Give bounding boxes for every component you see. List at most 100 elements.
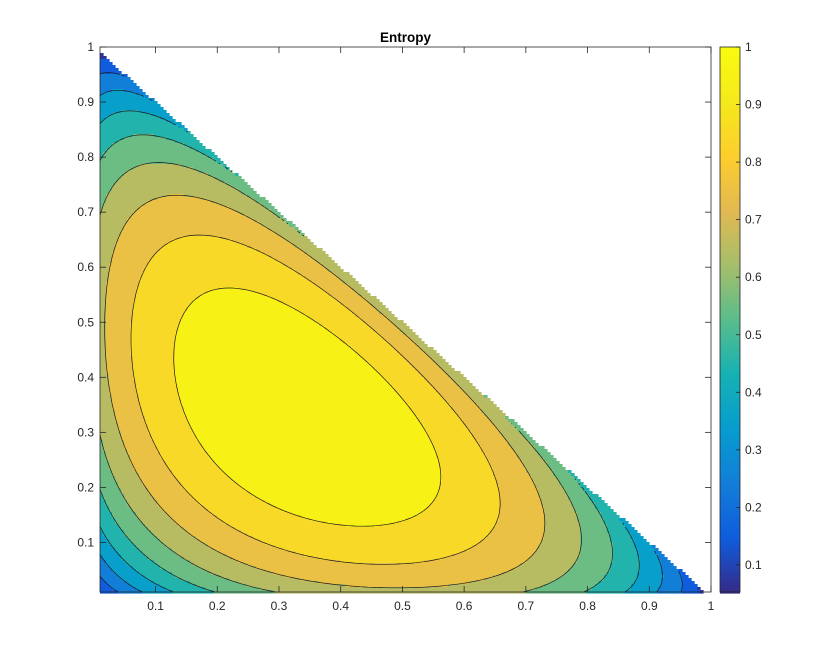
contour-cell xyxy=(124,197,128,201)
contour-cell xyxy=(112,419,116,423)
contour-cell xyxy=(124,578,128,582)
contour-cell xyxy=(106,575,110,579)
contour-cell xyxy=(127,329,131,333)
contour-cell xyxy=(103,380,107,384)
contour-cell xyxy=(121,437,125,441)
contour-cell xyxy=(121,368,125,372)
contour-cell xyxy=(100,149,104,153)
contour-cell xyxy=(100,131,104,135)
contour-cell xyxy=(115,98,119,102)
contour-cell xyxy=(115,464,119,468)
contour-cell xyxy=(118,302,122,306)
contour-cell xyxy=(118,197,122,201)
contour-cell xyxy=(115,284,119,288)
contour-cell xyxy=(103,389,107,393)
contour-cell xyxy=(130,83,134,87)
contour-cell xyxy=(106,155,110,159)
contour-cell xyxy=(103,554,107,558)
contour-cell xyxy=(106,296,110,300)
contour-cell xyxy=(109,302,113,306)
contour-cell xyxy=(124,176,128,180)
contour-cell xyxy=(100,494,104,498)
contour-cell xyxy=(100,584,104,588)
contour-cell xyxy=(124,380,128,384)
contour-cell xyxy=(112,482,116,486)
contour-cell xyxy=(121,527,125,531)
contour-cell xyxy=(106,338,110,342)
contour-cell xyxy=(124,131,128,135)
contour-cell xyxy=(115,290,119,294)
contour-cell xyxy=(112,275,116,279)
contour-cell xyxy=(103,563,107,567)
contour-cell xyxy=(130,131,134,135)
contour-cell xyxy=(121,185,125,189)
contour-cell xyxy=(103,278,107,282)
contour-cell xyxy=(106,320,110,324)
contour-cell xyxy=(106,509,110,513)
contour-cell xyxy=(112,173,116,177)
contour-cell xyxy=(112,155,116,159)
contour-cell xyxy=(103,125,107,129)
contour-cell xyxy=(127,86,131,90)
contour-cell xyxy=(100,293,104,297)
contour-cell xyxy=(124,257,128,261)
contour-cell xyxy=(124,77,128,81)
contour-cell xyxy=(121,83,125,87)
contour-cell xyxy=(103,437,107,441)
contour-cell xyxy=(118,467,122,471)
contour-cell xyxy=(121,110,125,114)
contour-cell xyxy=(106,305,110,309)
contour-cell xyxy=(121,140,125,144)
contour-cell xyxy=(115,413,119,417)
contour-cell xyxy=(106,422,110,426)
contour-cell xyxy=(127,485,131,489)
contour-cell xyxy=(115,212,119,216)
contour-cell xyxy=(115,113,119,117)
contour-cell xyxy=(109,377,113,381)
contour-cell xyxy=(115,548,119,552)
contour-cell xyxy=(106,386,110,390)
contour-cell xyxy=(106,215,110,219)
contour-cell xyxy=(100,146,104,150)
contour-cell xyxy=(121,191,125,195)
contour-cell xyxy=(100,536,104,540)
contour-cell xyxy=(100,137,104,141)
contour-cell xyxy=(112,230,116,234)
contour-cell xyxy=(106,77,110,81)
contour-cell xyxy=(118,86,122,90)
contour-cell xyxy=(127,308,131,312)
contour-cell xyxy=(115,95,119,99)
contour-cell xyxy=(127,119,131,123)
contour-cell xyxy=(109,356,113,360)
contour-cell xyxy=(109,563,113,567)
contour-cell xyxy=(100,455,104,459)
contour-cell xyxy=(121,155,125,159)
contour-cell xyxy=(121,485,125,489)
contour-cell xyxy=(109,374,113,378)
contour-cell xyxy=(115,377,119,381)
contour-cell xyxy=(109,518,113,522)
contour-cell xyxy=(112,350,116,354)
contour-cell xyxy=(124,467,128,471)
contour-cell xyxy=(115,248,119,252)
contour-cell xyxy=(115,398,119,402)
contour-cell xyxy=(103,569,107,573)
contour-cell xyxy=(127,155,131,159)
contour-cell xyxy=(121,101,125,105)
contour-cell xyxy=(121,293,125,297)
contour-cell xyxy=(109,509,113,513)
contour-cell xyxy=(121,107,125,111)
contour-cell xyxy=(121,449,125,453)
contour-cell xyxy=(118,560,122,564)
contour-cell xyxy=(103,188,107,192)
contour-cell xyxy=(109,362,113,366)
contour-cell xyxy=(115,587,119,591)
contour-cell xyxy=(127,479,131,483)
contour-cell xyxy=(109,272,113,276)
contour-cell xyxy=(112,380,116,384)
contour-cell xyxy=(127,380,131,384)
contour-cell xyxy=(106,458,110,462)
contour-cell xyxy=(118,368,122,372)
contour-cell xyxy=(100,545,104,549)
contour-cell xyxy=(103,197,107,201)
